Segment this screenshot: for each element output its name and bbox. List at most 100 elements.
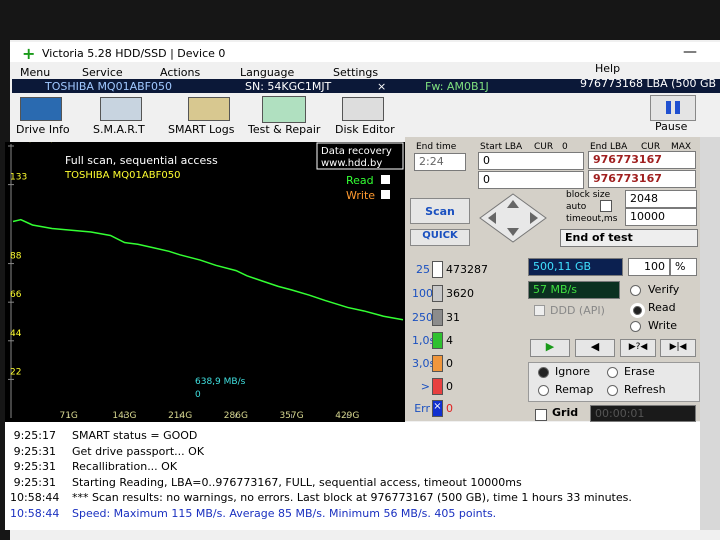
end-of-test[interactable]: End of test	[560, 229, 698, 247]
chart-background	[5, 142, 405, 422]
menu-item[interactable]: Settings	[333, 66, 379, 79]
stat-label: 1,0s	[412, 334, 436, 347]
chart-title: Full scan, sequential access	[65, 154, 218, 167]
scan-button[interactable]: Scan	[410, 198, 470, 224]
end-position: 976773167	[588, 170, 696, 188]
stat-swatch	[432, 309, 443, 326]
stat-label: 250	[412, 311, 433, 324]
recovery-url: www.hdd.by	[321, 158, 382, 169]
stat-label: Err	[414, 402, 430, 415]
drive-firmware: Fw: AM0B1J	[425, 80, 489, 93]
checkbox[interactable]	[534, 305, 545, 316]
checkbox[interactable]	[381, 175, 390, 184]
speed: 57 MB/s	[528, 281, 620, 299]
label: Start LBA	[480, 142, 523, 152]
direction-pad[interactable]	[478, 192, 548, 244]
position: 500,11 GB	[528, 258, 623, 276]
stat-value: 3620	[446, 287, 474, 300]
radio[interactable]	[538, 367, 549, 378]
play-button[interactable]: ▶	[530, 339, 570, 357]
checkbox[interactable]	[600, 200, 612, 212]
x-tick-label: 71G	[59, 411, 77, 421]
checkbox[interactable]	[381, 190, 390, 199]
log-panel	[5, 422, 700, 530]
scrollbar[interactable]	[700, 137, 720, 530]
log-time: 10:58:44	[10, 506, 60, 520]
label[interactable]: MAX	[671, 142, 692, 152]
skip-button[interactable]: ▶?◀	[620, 339, 656, 357]
stat-label: 100	[412, 287, 433, 300]
log-time: 9:25:17	[13, 429, 56, 442]
x-tick-label: 143G	[112, 411, 136, 421]
timeout[interactable]: 10000	[625, 208, 697, 226]
x-tick-label: 429G	[335, 411, 359, 421]
end-lba[interactable]: 976773167	[588, 151, 696, 169]
toolbar-button[interactable]: Drive Info	[16, 123, 70, 136]
toolbar-button[interactable]: Disk Editor	[335, 123, 395, 136]
start-lba[interactable]: 0	[478, 152, 584, 170]
stat-value: 4	[446, 334, 453, 347]
ignore-option[interactable]: Ignore	[555, 365, 590, 378]
verify-option[interactable]: Verify	[648, 283, 680, 296]
toolbar-icon	[342, 97, 384, 121]
stat-value: 0	[446, 402, 453, 415]
block-size[interactable]: 2048	[625, 190, 697, 208]
pause-icon[interactable]	[650, 95, 696, 121]
radio[interactable]	[630, 303, 645, 318]
read-option[interactable]: Read	[648, 301, 676, 314]
drive-capacity: 976773168 LBA (500 GB	[580, 77, 717, 90]
peak-zero: 0	[195, 390, 201, 400]
y-tick-label: 66	[10, 290, 22, 300]
toolbar-icon	[188, 97, 230, 121]
x-tick-label: 357G	[279, 411, 303, 421]
log-text: Get drive passport... OK	[72, 444, 205, 458]
radio[interactable]	[630, 321, 641, 332]
checkbox[interactable]	[535, 409, 547, 421]
back-button[interactable]: ◀	[575, 339, 615, 357]
remap-option[interactable]: Remap	[555, 383, 594, 396]
menu-item[interactable]: Service	[82, 66, 123, 79]
label: block size	[566, 190, 611, 200]
drive-model: TOSHIBA MQ01ABF050	[45, 80, 172, 93]
write-option[interactable]: Write	[648, 319, 678, 332]
stat-value: 31	[446, 311, 460, 324]
label: auto	[566, 202, 587, 212]
radio[interactable]	[538, 385, 549, 396]
label[interactable]: CUR	[534, 142, 554, 152]
radio[interactable]	[630, 285, 641, 296]
log-text: *** Scan results: no warnings, no errors…	[72, 491, 632, 504]
legend-read[interactable]: Read	[346, 174, 374, 187]
drive-close[interactable]: ×	[377, 80, 387, 93]
toolbar-button[interactable]: Test & Repair	[248, 123, 321, 136]
toolbar-icon	[262, 96, 306, 123]
ddd-api[interactable]: DDD (API)	[550, 304, 605, 317]
end-button[interactable]: ▶|◀	[660, 339, 696, 357]
recovery-box	[316, 142, 404, 170]
legend-write[interactable]: Write	[346, 189, 375, 202]
erase-option[interactable]: Erase	[624, 365, 655, 378]
label: timeout,ms	[566, 214, 618, 224]
end-time[interactable]: 2:24	[414, 153, 466, 171]
title-bar	[10, 42, 720, 62]
y-tick-label: 155 (MB/s)	[10, 142, 53, 143]
refresh-option[interactable]: Refresh	[624, 383, 666, 396]
toolbar-button[interactable]: S.M.A.R.T	[93, 123, 145, 136]
radio[interactable]	[607, 385, 618, 396]
grid-option[interactable]: Grid	[552, 406, 579, 419]
stat-label: >	[420, 380, 430, 393]
app-icon: +	[22, 44, 36, 63]
grid-timer: 00:00:01	[590, 405, 696, 422]
toolbar-button[interactable]: SMART Logs	[168, 123, 235, 136]
radio[interactable]	[607, 367, 618, 378]
label[interactable]: CUR	[641, 142, 661, 152]
minimize[interactable]: —	[683, 44, 697, 60]
stat-swatch: ×	[432, 400, 443, 417]
recovery-text: Data recovery	[321, 146, 392, 157]
menu-item[interactable]: Actions	[160, 66, 201, 79]
menu-item[interactable]: Language	[240, 66, 295, 79]
menu-item[interactable]: Menu	[20, 66, 51, 79]
quick-button[interactable]: QUICK	[410, 229, 470, 246]
pause-button[interactable]: Pause	[655, 120, 688, 133]
stat-swatch	[432, 378, 443, 395]
menu-item[interactable]: Help	[595, 62, 621, 75]
